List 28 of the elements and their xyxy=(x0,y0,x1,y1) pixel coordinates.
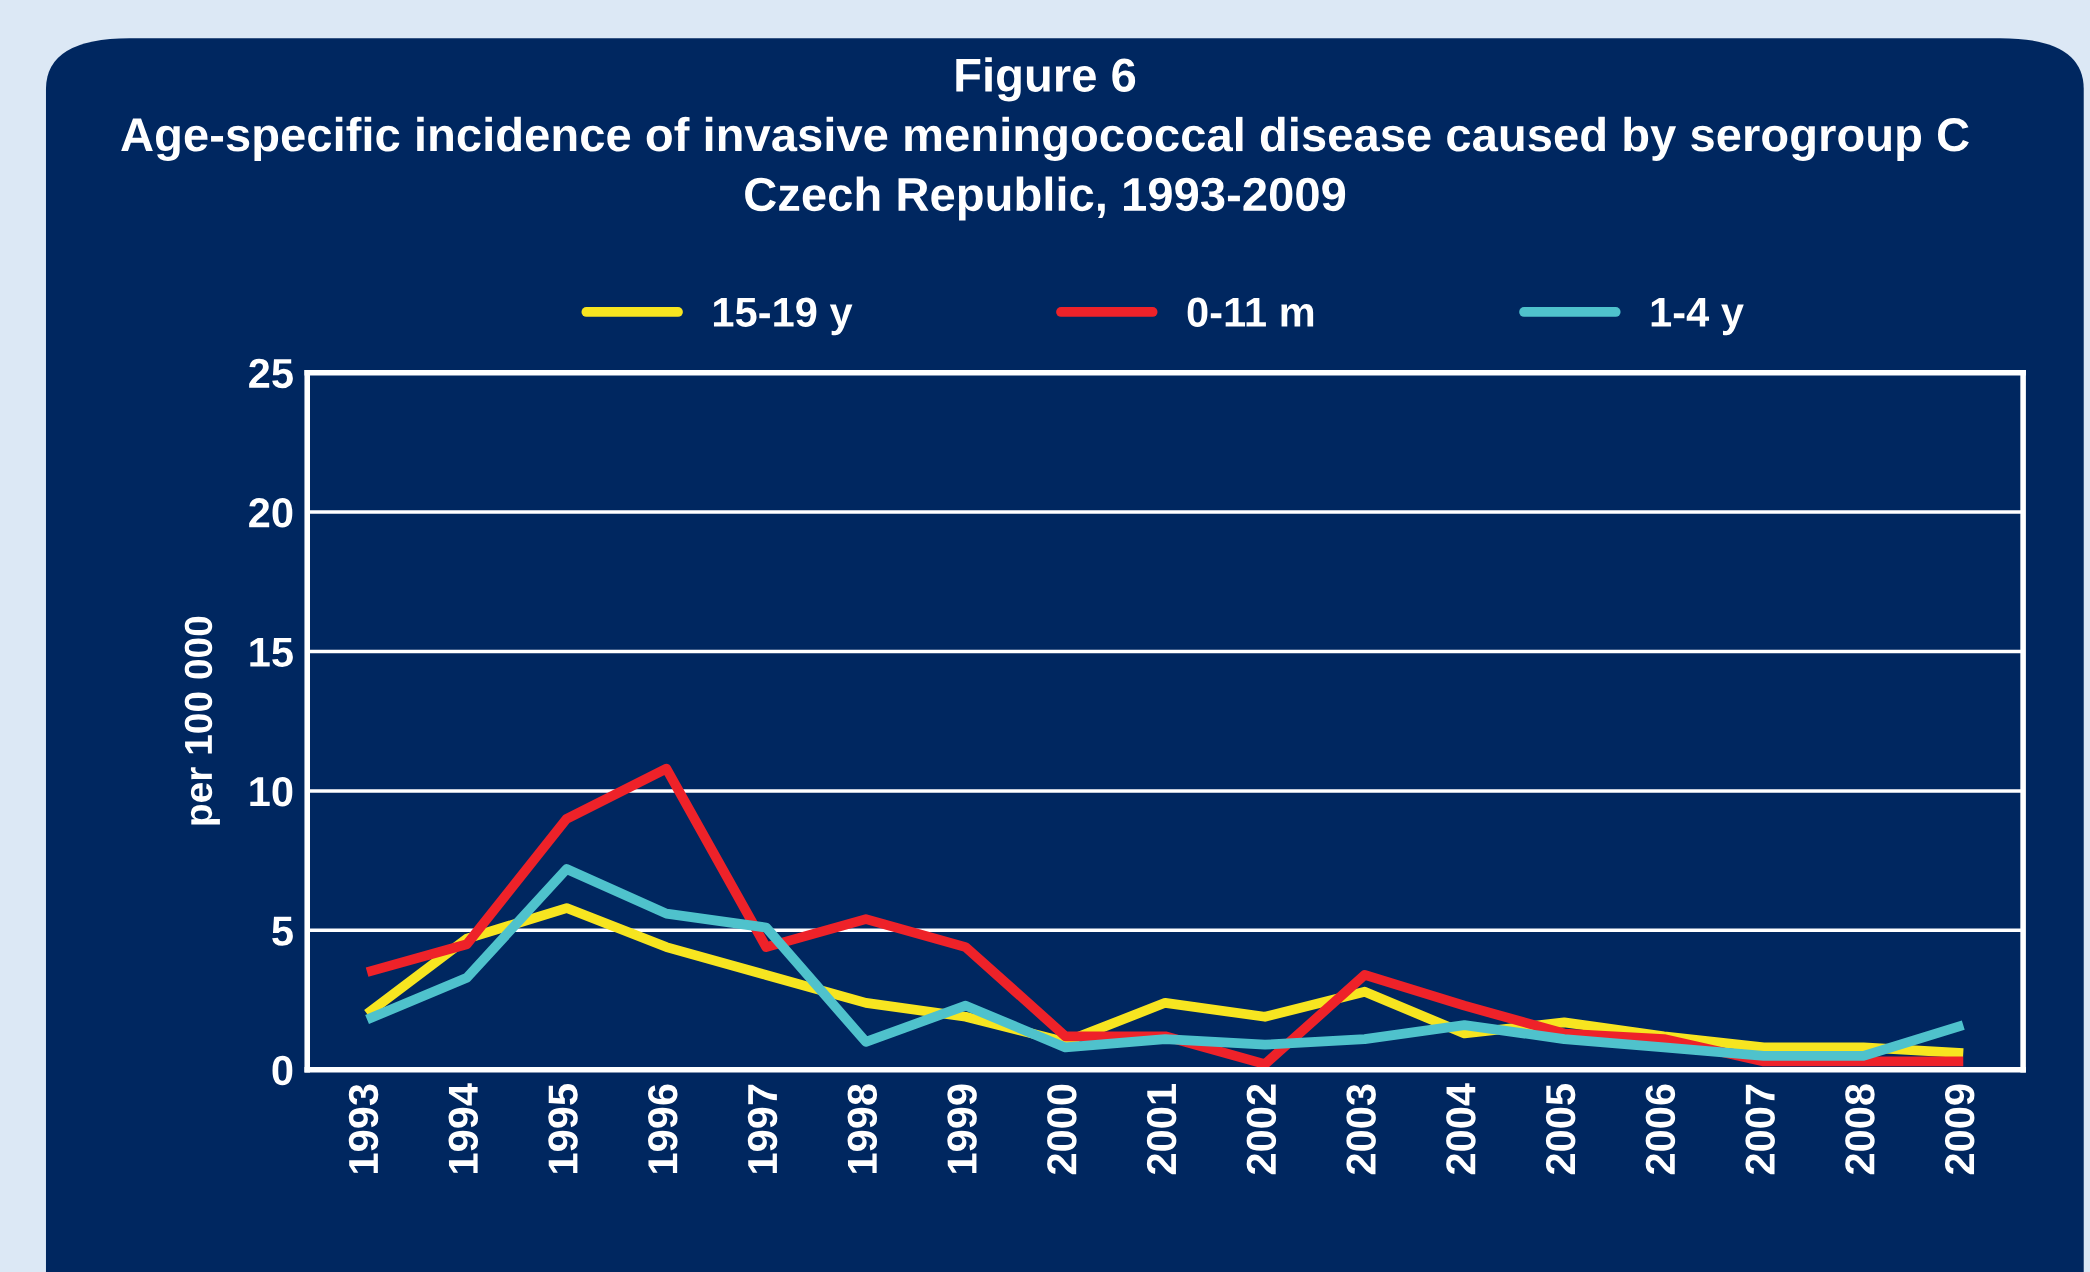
x-tick-label: 2006 xyxy=(1645,1084,1676,1175)
x-tick-label: 2004 xyxy=(1446,1083,1476,1175)
y-axis-title: per 100 000 xyxy=(184,616,220,825)
x-tick-label: 2009 xyxy=(1944,1084,1975,1175)
x-tick-label: 1993 xyxy=(348,1084,379,1174)
legend-label: 0-11 m xyxy=(1187,297,1314,327)
x-tick-label: 1995 xyxy=(548,1084,578,1174)
legend-label: 1-4 y xyxy=(1651,297,1744,336)
x-tick-label: 2000 xyxy=(1047,1084,1077,1175)
x-tick-label: 1999 xyxy=(947,1084,977,1174)
y-tick-label: 25 xyxy=(249,358,293,389)
y-tick-label: 5 xyxy=(272,916,293,946)
chart-title: Figure 6 Age-specific incidence of invasive meningococcal disease caused by serogroup C Czech Republic, 1993-2009 xyxy=(121,57,1969,221)
x-tick-label: 1997 xyxy=(747,1084,778,1174)
x-tick-label: 1996 xyxy=(648,1084,678,1174)
x-tick-label: 1994 xyxy=(448,1083,479,1174)
x-tick-label: 2008 xyxy=(1845,1084,1875,1175)
x-tick-label: 2003 xyxy=(1346,1084,1376,1175)
legend-label: 15-19 y xyxy=(713,297,853,336)
y-tick-label: 10 xyxy=(250,776,293,807)
x-tick-label: 2007 xyxy=(1745,1084,1775,1175)
x-tick-label: 2002 xyxy=(1246,1084,1277,1175)
y-tick-label: 15 xyxy=(250,637,293,668)
x-tick-label: 2005 xyxy=(1545,1084,1576,1175)
y-tick-label: 0 xyxy=(272,1055,293,1086)
x-tick-label: 2001 xyxy=(1146,1084,1177,1175)
y-tick-label: 20 xyxy=(249,498,293,528)
x-tick-label: 1998 xyxy=(847,1084,878,1174)
